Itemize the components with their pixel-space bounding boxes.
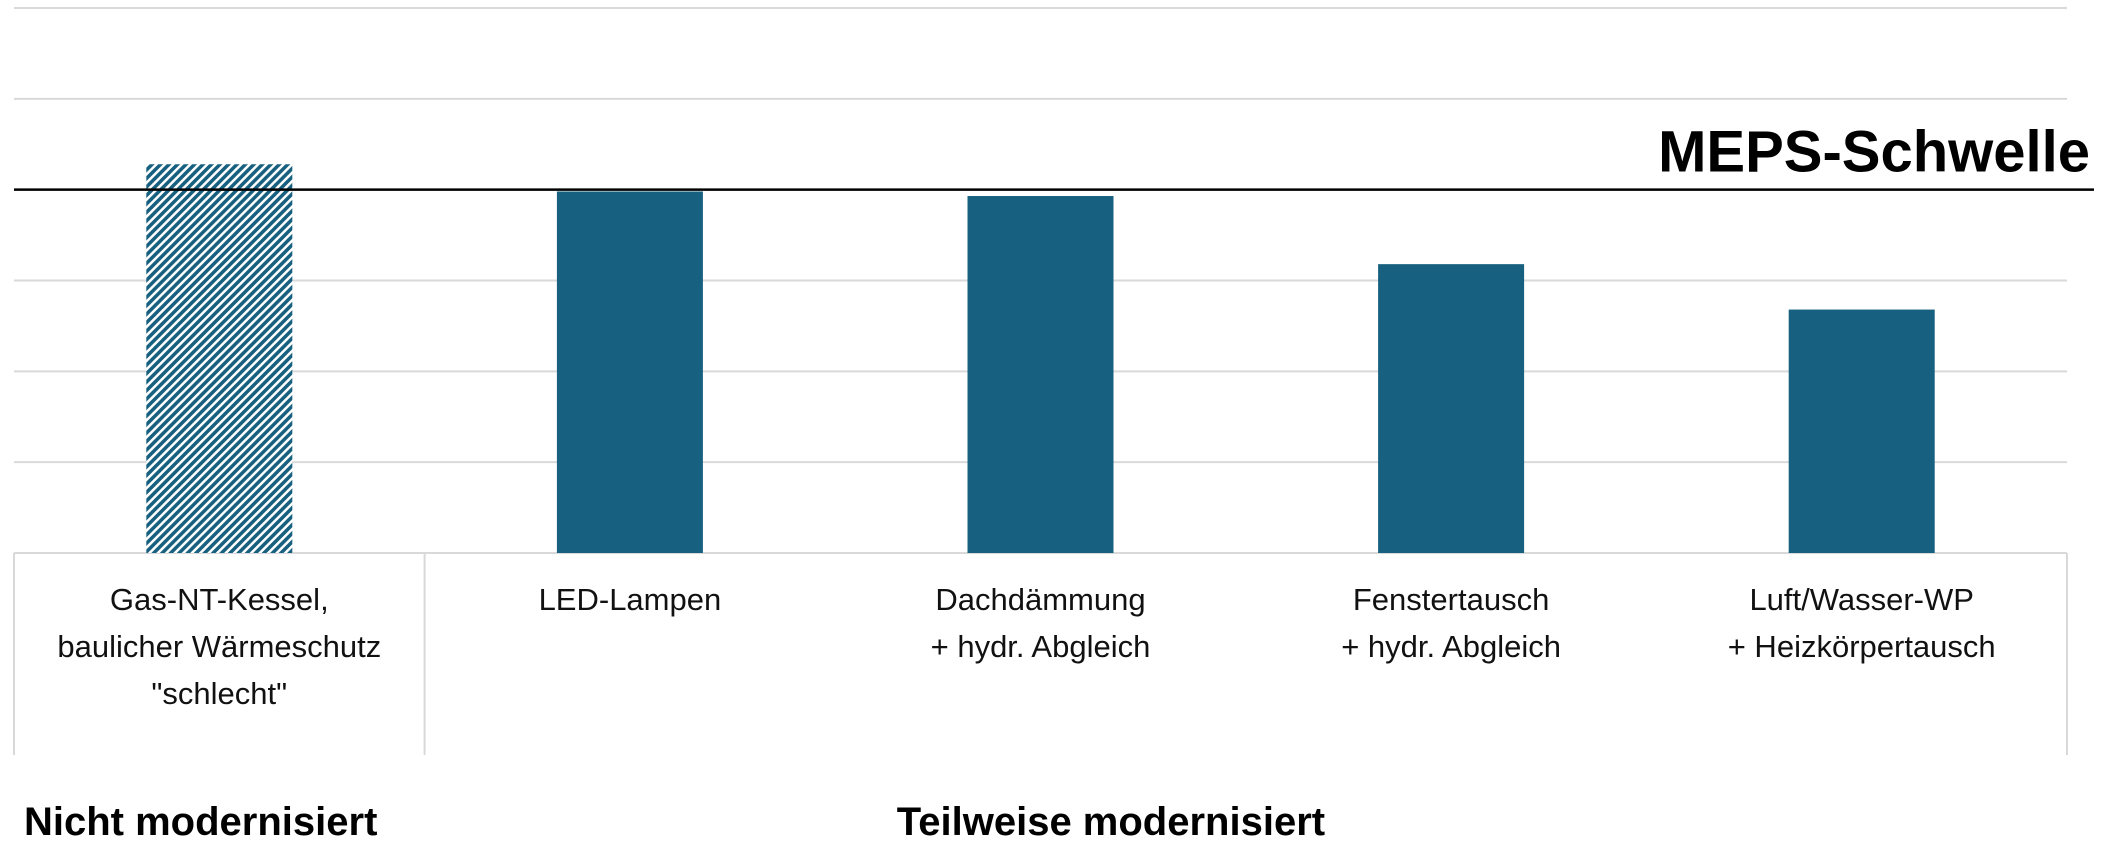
bar [556, 191, 703, 553]
group-label: Nicht modernisiert [24, 800, 378, 844]
bar [1378, 264, 1525, 553]
x-tick-label: Gas-NT-Kessel, baulicher Wärmeschutz "sc… [57, 582, 382, 711]
bar [146, 164, 293, 553]
x-tick-label: Fenstertausch + hydr. Abgleich [1341, 582, 1561, 664]
bar [967, 196, 1114, 553]
bar [1788, 309, 1935, 553]
group-label: Teilweise modernisiert [896, 800, 1326, 844]
x-tick-label: Dachdämmung + hydr. Abgleich [930, 582, 1151, 664]
x-tick-label: Luft/Wasser-WP + Heizkörpertausch [1727, 582, 1996, 664]
threshold-label: MEPS-Schwelle [1658, 120, 2090, 185]
x-tick-label: LED-Lampen [538, 582, 722, 617]
